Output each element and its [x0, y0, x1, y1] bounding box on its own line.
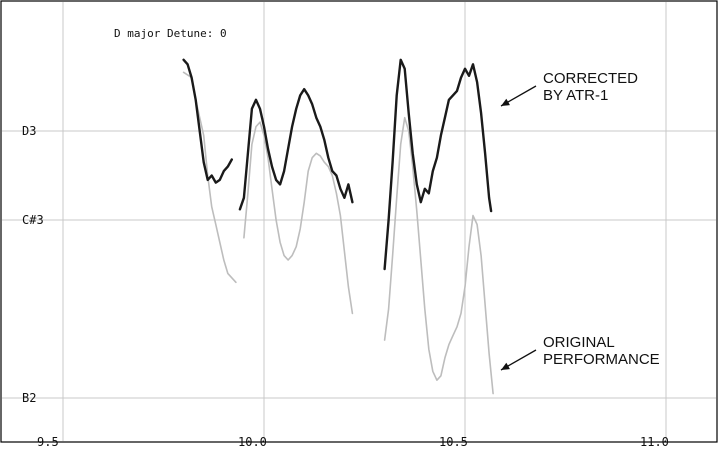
annotation-text: CORRECTED [543, 70, 638, 87]
annotation-text: ORIGINAL [543, 334, 615, 351]
arrowhead-icon [501, 98, 510, 106]
plot-frame [0, 0, 718, 443]
series-line-corrected-segment-1 [238, 87, 354, 211]
series-line-original-segment-2 [383, 116, 494, 395]
x-tick-label: 10.5 [439, 435, 468, 449]
arrowhead-icon [501, 362, 510, 370]
y-tick-label: D3 [22, 124, 36, 138]
series-line-corrected-segment-0 [182, 58, 234, 184]
y-tick-label: C#3 [22, 213, 44, 227]
x-tick-label: 11.0 [640, 435, 669, 449]
chart-subtitle: D major Detune: 0 [114, 27, 227, 40]
series-layer [182, 58, 494, 395]
y-tick-label: B2 [22, 391, 36, 405]
series-line-original-segment-1 [243, 121, 354, 315]
annotation-text: BY ATR-1 [543, 87, 608, 104]
series-corrected [182, 58, 493, 271]
annotation-text: PERFORMANCE [543, 351, 660, 368]
series-line-corrected-segment-2 [383, 58, 493, 271]
y-tick-labels: D3 C#3 B2 [22, 124, 44, 405]
x-tick-label: 9.5 [37, 435, 59, 449]
x-tick-label: 10.0 [238, 435, 267, 449]
x-tick-labels: 9.5 10.0 10.5 11.0 [37, 435, 669, 449]
grid [2, 2, 716, 441]
